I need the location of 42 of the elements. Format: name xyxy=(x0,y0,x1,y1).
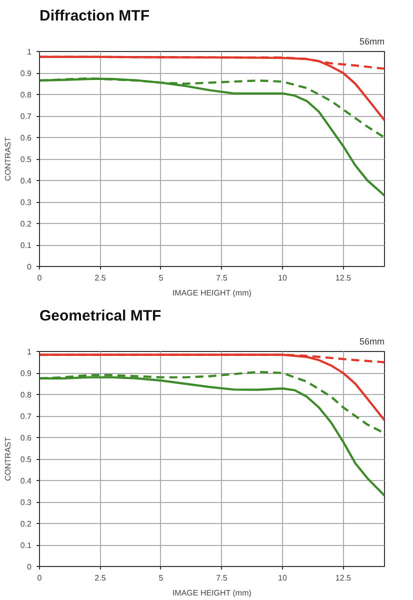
y-tick-label: 1 xyxy=(27,348,32,356)
y-tick-label: 0.6 xyxy=(20,134,32,142)
y-tick-label: 0.1 xyxy=(20,541,32,550)
y-tick-label: 0.8 xyxy=(20,90,32,100)
x-axis-title: IMAGE HEIGHT (mm) xyxy=(172,588,252,598)
x-tick-label: 7.5 xyxy=(216,274,228,282)
x-tick-label: 7.5 xyxy=(216,574,228,582)
chart-title: Geometrical MTF xyxy=(40,308,162,324)
x-tick-label: 10 xyxy=(278,574,288,582)
y-tick-label: 0.6 xyxy=(20,434,32,442)
y-tick-label: 0 xyxy=(27,562,32,572)
y-axis-title: CONTRAST xyxy=(3,436,12,481)
x-tick-label: 5 xyxy=(158,574,164,582)
y-tick-label: 0.8 xyxy=(20,390,32,400)
y-tick-label: 0.7 xyxy=(20,412,32,421)
x-tick-label: 10 xyxy=(278,274,288,282)
y-tick-label: 0.1 xyxy=(20,241,32,250)
x-axis-title: IMAGE HEIGHT (mm) xyxy=(172,288,252,298)
text: 56mm xyxy=(359,36,385,46)
y-tick-label: 0.3 xyxy=(20,198,32,207)
y-axis-title: CONTRAST xyxy=(3,136,12,181)
y-tick-label: 0.7 xyxy=(20,112,32,121)
y-tick-label: 0.9 xyxy=(20,69,32,78)
x-tick-label: 2.5 xyxy=(94,574,106,582)
y-tick-label: 0.4 xyxy=(20,176,32,186)
x-tick-label: 2.5 xyxy=(94,274,106,282)
text: 56mm xyxy=(359,336,385,346)
y-tick-label: 0 xyxy=(27,262,32,272)
y-tick-label: 0.2 xyxy=(20,220,32,228)
x-tick-label: 0 xyxy=(37,274,42,282)
y-tick-label: 0.9 xyxy=(20,369,32,378)
y-tick-label: 0.5 xyxy=(20,455,32,464)
y-tick-label: 0.4 xyxy=(20,476,32,486)
chart-title: Diffraction MTF xyxy=(40,8,150,24)
x-tick-label: 0 xyxy=(37,574,42,582)
y-tick-label: 0.3 xyxy=(20,498,32,507)
y-tick-label: 0.5 xyxy=(20,155,32,164)
y-tick-label: 0.2 xyxy=(20,520,32,528)
x-tick-label: 5 xyxy=(158,274,164,282)
x-tick-label: 12.5 xyxy=(335,574,352,582)
y-tick-label: 1 xyxy=(27,48,32,56)
x-tick-label: 12.5 xyxy=(335,274,352,282)
